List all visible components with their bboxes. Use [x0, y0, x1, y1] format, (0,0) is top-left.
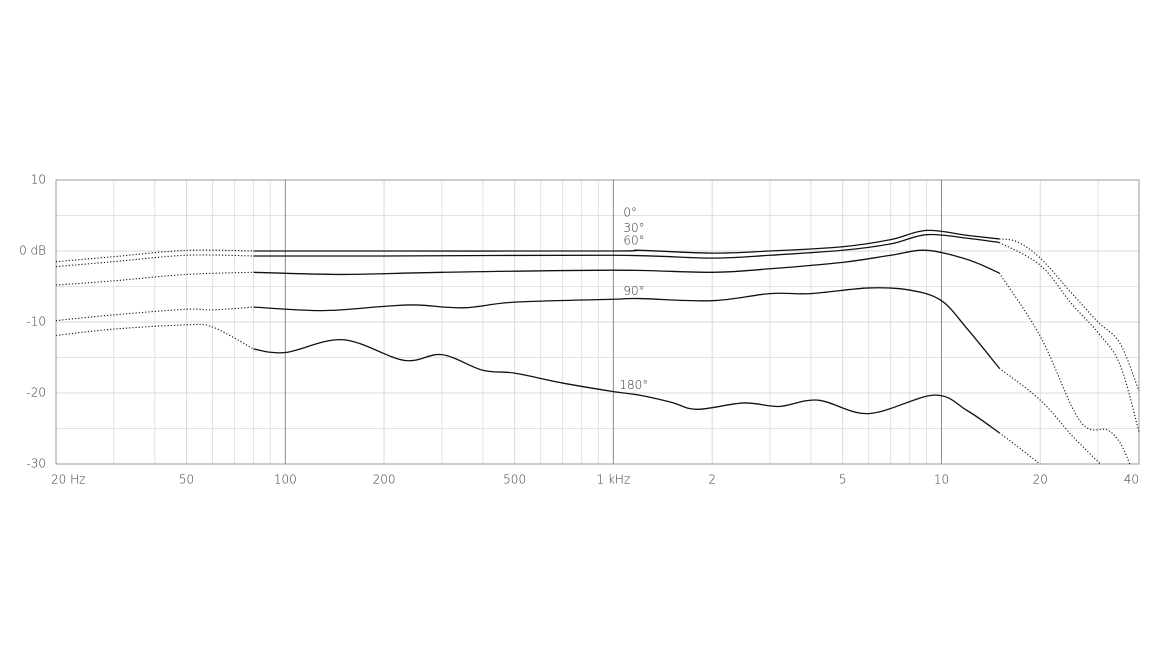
x-tick-label: 20 — [1033, 473, 1048, 487]
response-curve-extrapolated — [998, 432, 1041, 465]
x-tick-label: 10 — [934, 473, 949, 487]
response-curve-extrapolated — [55, 271, 254, 286]
response-curve — [253, 287, 1000, 369]
plot-frame — [55, 179, 1140, 465]
y-tick-label: -10 — [26, 315, 46, 329]
response-curve-extrapolated — [55, 323, 254, 350]
response-curve — [253, 249, 1000, 276]
x-tick-label: 2 — [708, 473, 716, 487]
y-tick-label: 10 — [31, 173, 46, 187]
series-label: 180° — [619, 378, 648, 392]
y-tick-label: -20 — [26, 386, 46, 400]
response-curve-extrapolated — [55, 254, 254, 268]
x-tick-label: 200 — [373, 473, 396, 487]
x-tick-label: 100 — [274, 473, 297, 487]
response-curve — [253, 233, 1000, 259]
y-tick-label: -30 — [26, 457, 46, 471]
response-curve-extrapolated — [998, 272, 1131, 465]
series-label: 0° — [623, 206, 637, 220]
response-curve — [253, 229, 1000, 254]
x-tick-label: 40 — [1124, 473, 1139, 487]
x-tick-label: 1 kHz — [597, 473, 631, 487]
response-curve-extrapolated — [55, 249, 254, 263]
y-tick-label: 0 dB — [19, 244, 46, 258]
x-tick-label: 500 — [503, 473, 526, 487]
series-label: 60° — [623, 234, 644, 248]
series-label: 90° — [623, 284, 644, 298]
response-curve-extrapolated — [998, 241, 1140, 433]
x-tick-label: 50 — [179, 473, 194, 487]
response-curve — [253, 339, 1000, 434]
series-label: 30° — [623, 221, 644, 235]
x-tick-label: 5 — [839, 473, 847, 487]
x-tick-label: 20 Hz — [51, 473, 85, 487]
response-curve-extrapolated — [999, 238, 1140, 392]
response-curve-extrapolated — [998, 367, 1101, 465]
